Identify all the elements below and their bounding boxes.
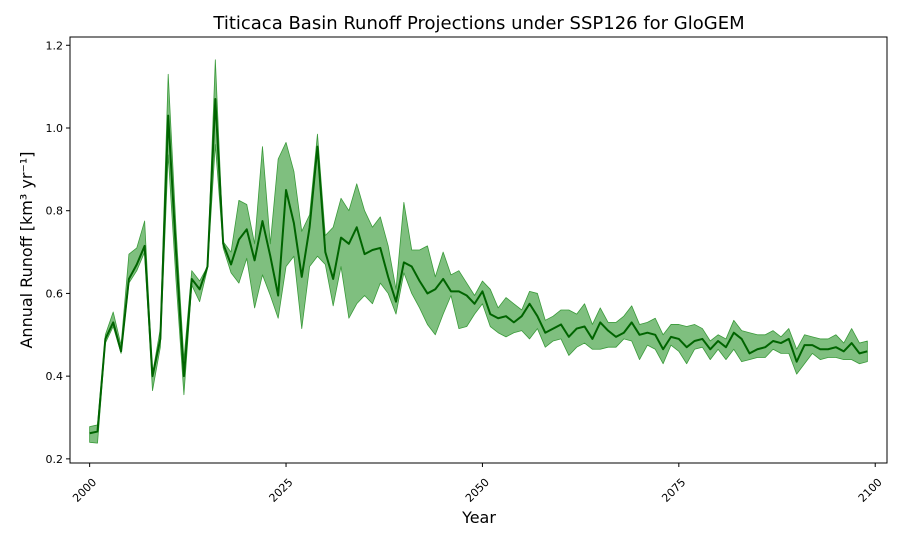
- plot-area: [89, 59, 868, 444]
- y-tick-label: 1.2: [46, 39, 64, 52]
- uncertainty-band: [89, 59, 868, 444]
- x-axis-label: Year: [461, 508, 496, 527]
- y-tick-label: 0.4: [46, 370, 64, 383]
- plot-frame: [69, 36, 888, 464]
- y-tick-label: 1.0: [46, 122, 64, 135]
- mean-runoff-line: [89, 98, 868, 435]
- y-axis: 0.2 0.4 0.6 0.8 1.0 1.2: [46, 39, 70, 466]
- y-axis-label: Annual Runoff [km³ yr⁻¹]: [17, 151, 36, 348]
- y-tick-label: 0.6: [46, 287, 64, 300]
- y-tick-label: 0.2: [46, 453, 64, 466]
- chart-title: Titicaca Basin Runoff Projections under …: [212, 13, 744, 34]
- y-tick-label: 0.8: [46, 205, 64, 218]
